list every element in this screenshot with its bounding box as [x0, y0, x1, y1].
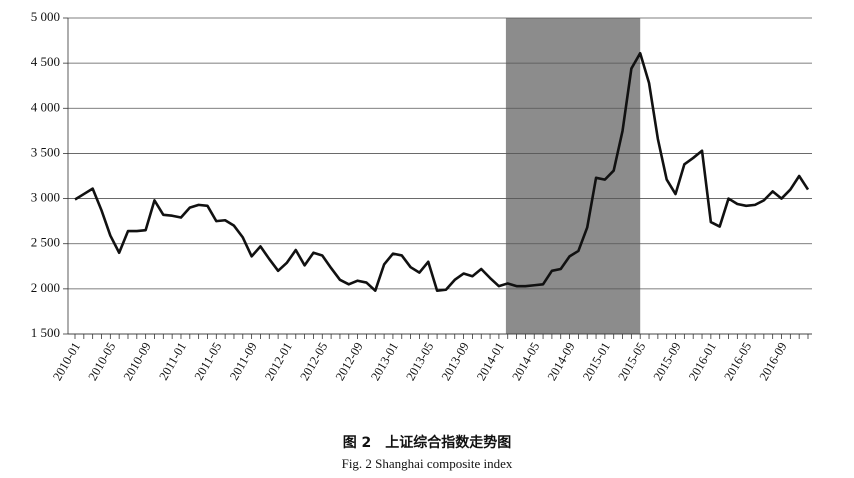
caption-en: Fig. 2 Shanghai composite index — [342, 456, 513, 471]
x-tick-label: 2012-05 — [297, 340, 330, 383]
y-tick-label: 2 000 — [31, 280, 60, 295]
y-tick-label: 2 500 — [31, 235, 60, 250]
x-tick-label: 2014-05 — [509, 340, 542, 383]
y-tick-label: 5 000 — [31, 9, 60, 24]
y-tick-label: 3 500 — [31, 144, 60, 159]
y-tick-label: 4 000 — [31, 99, 60, 114]
x-tick-label: 2013-01 — [368, 340, 401, 383]
y-tick-label: 1 500 — [31, 325, 60, 340]
x-tick-label: 2010-09 — [121, 340, 154, 383]
x-tick-label: 2013-05 — [403, 340, 436, 383]
caption-cn: 图 2 上证综合指数走势图 — [343, 434, 512, 451]
x-tick-label: 2011-05 — [192, 340, 225, 383]
x-tick-label: 2011-01 — [156, 340, 189, 383]
x-tick-label: 2016-05 — [721, 340, 754, 383]
y-tick-label: 4 500 — [31, 54, 60, 69]
y-tick-label: 3 000 — [31, 190, 60, 205]
shaded-period — [505, 18, 641, 334]
x-tick-label: 2015-05 — [615, 340, 648, 383]
x-tick-label: 2012-01 — [262, 340, 295, 383]
index-line — [74, 51, 810, 292]
x-tick-label: 2011-09 — [227, 340, 260, 383]
x-tick-label: 2015-01 — [580, 340, 613, 383]
x-tick-label: 2014-01 — [474, 340, 507, 383]
x-tick-label: 2010-01 — [50, 340, 83, 383]
x-tick-label: 2015-09 — [651, 340, 684, 383]
x-tick-label: 2010-05 — [85, 340, 118, 383]
x-tick-label: 2014-09 — [545, 340, 578, 383]
x-tick-label: 2016-01 — [686, 340, 719, 383]
x-tick-label: 2016-09 — [757, 340, 790, 383]
x-tick-label: 2013-09 — [439, 340, 472, 383]
x-tick-label: 2012-09 — [333, 340, 366, 383]
